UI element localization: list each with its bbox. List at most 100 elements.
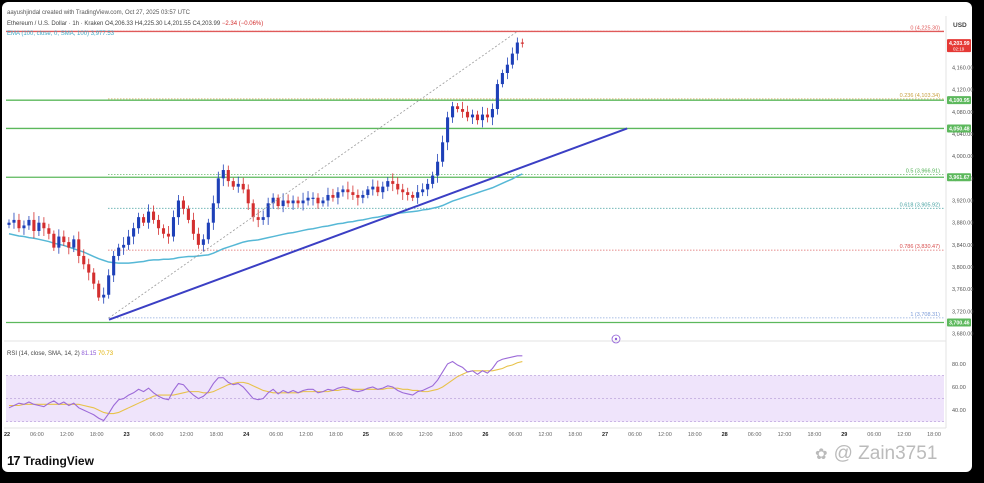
price-tag-label: 3,961.67: [949, 175, 970, 181]
candle: [336, 187, 340, 205]
candle-body: [226, 170, 230, 182]
trendlines[interactable]: [108, 31, 628, 321]
candle: [151, 205, 156, 224]
price-tag-box: [947, 96, 971, 105]
candle: [386, 177, 390, 192]
candle-body: [326, 194, 330, 201]
candle-body: [57, 236, 61, 248]
candle-body: [156, 219, 161, 229]
candle-body: [316, 197, 320, 204]
candle: [510, 47, 514, 69]
candle-body: [421, 189, 425, 193]
time-tick-label: 06:00: [389, 432, 403, 438]
candle: [271, 193, 275, 209]
price-tag-label: 4,050.48: [949, 126, 970, 132]
candle: [301, 192, 305, 211]
candle-body: [281, 200, 285, 207]
price-tick-label: 3,680.00: [952, 332, 973, 338]
rsi-legend[interactable]: RSI (14, close, SMA, 14, 2) 81.15 70.73: [7, 351, 113, 357]
fib-level-label: 0.786 (3,830.47): [900, 244, 941, 250]
candle: [451, 101, 455, 123]
price-tag-label: 4,100.95: [949, 98, 970, 104]
price-tick-label: 4,120.00: [952, 88, 973, 94]
fib-level-label: 0.618 (3,905.92): [900, 202, 941, 208]
candle: [171, 210, 176, 242]
candle: [166, 226, 171, 244]
support-trendline[interactable]: [108, 127, 628, 321]
candle-body: [142, 217, 146, 223]
candle-body: [147, 211, 151, 223]
candle: [117, 243, 121, 261]
currency-label[interactable]: USD: [953, 22, 967, 29]
candle: [256, 209, 260, 228]
candle-body: [107, 275, 111, 295]
candle-body: [256, 217, 260, 220]
time-tick-label: 12:00: [658, 432, 672, 438]
candle-body: [137, 217, 141, 229]
candle: [346, 181, 350, 200]
candle: [7, 219, 11, 229]
candle-body: [87, 264, 91, 273]
time-tick-label: 22: [4, 432, 10, 438]
candle: [176, 194, 180, 225]
candles: [7, 37, 524, 304]
ema-line: [8, 173, 523, 264]
candle: [416, 184, 420, 204]
candle: [102, 287, 106, 304]
candle: [211, 195, 215, 230]
price-tick-label: 4,160.00: [952, 65, 973, 71]
candle: [62, 230, 66, 246]
price-tick-label: 4,000.00: [952, 154, 973, 160]
candle-body: [112, 255, 116, 276]
candle: [505, 57, 509, 80]
ema-line-path: [8, 173, 523, 264]
candle: [341, 185, 345, 197]
time-tick-label: 06:00: [867, 432, 881, 438]
candle: [241, 177, 245, 194]
candle-body: [181, 200, 185, 209]
time-tick-label: 06:00: [150, 432, 164, 438]
candle-body: [236, 183, 240, 187]
ohlc-low: L4,201.55: [164, 21, 191, 27]
time-tick-label: 06:00: [269, 432, 283, 438]
candle: [72, 235, 76, 253]
time-tick-label: 18:00: [90, 432, 104, 438]
candle-body: [381, 186, 385, 193]
candle-body: [77, 239, 81, 256]
rsi-legend-value: 81.15: [81, 351, 97, 357]
time-tick-label: 26: [482, 432, 488, 438]
symbol-header: Ethereum / U.S. Dollar · 1h · Kraken O4,…: [7, 21, 263, 27]
price-tick-label: 4,040.00: [952, 132, 973, 138]
candle: [236, 176, 240, 193]
candle-body: [505, 64, 509, 74]
candle-body: [441, 142, 445, 162]
candle: [371, 179, 375, 196]
replay-icon[interactable]: [611, 334, 621, 344]
ema-legend-value: 3,977.53: [90, 31, 115, 37]
candle-body: [32, 219, 36, 232]
candle: [366, 186, 370, 199]
candle-body: [426, 183, 430, 190]
candle-body: [117, 247, 121, 256]
candle-body: [67, 242, 71, 248]
symbol-name[interactable]: Ethereum / U.S. Dollar · 1h · Kraken: [7, 21, 104, 27]
candle-body: [460, 109, 465, 112]
candle: [142, 213, 146, 227]
candle: [92, 268, 96, 290]
candle-body: [356, 194, 360, 198]
ema-legend[interactable]: EMA (100, close, 0, SMA, 100) 3,977.53: [7, 31, 114, 37]
candle: [137, 212, 141, 234]
time-tick-label: 25: [363, 432, 369, 438]
candle-body: [475, 114, 480, 121]
candle: [421, 183, 425, 197]
candle: [32, 212, 36, 239]
fib-anchor-line[interactable]: [108, 31, 518, 319]
candle-body: [480, 114, 485, 121]
candle: [276, 194, 280, 210]
chart-caption: aayushjindal created with TradingView.co…: [7, 10, 190, 16]
candle-body: [456, 106, 460, 110]
candle-body: [346, 189, 350, 193]
candle-body: [485, 114, 489, 118]
fib-level-label: 1 (3,708.31): [910, 312, 940, 318]
candle-body: [291, 200, 295, 204]
